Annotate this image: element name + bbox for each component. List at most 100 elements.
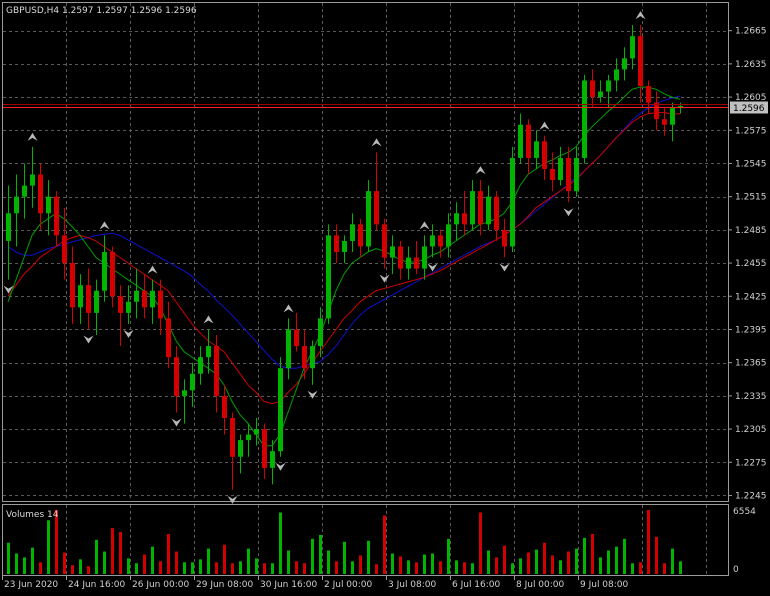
candle-bearish <box>214 346 219 396</box>
volume-bar <box>7 542 10 574</box>
candle-bearish <box>62 235 67 264</box>
price-tick-label: 1.2395 <box>735 325 767 335</box>
volume-bar <box>175 551 178 574</box>
candle-bullish <box>534 141 539 158</box>
candle-bearish <box>374 191 379 225</box>
volume-bar <box>615 546 618 574</box>
candle-bullish <box>582 80 587 158</box>
volume-bar <box>559 560 562 574</box>
candle-bullish <box>614 69 619 81</box>
chart-grid <box>3 3 728 501</box>
candle-bullish <box>6 213 11 241</box>
volume-bar <box>271 563 274 574</box>
candle-bullish <box>406 257 411 269</box>
time-axis: 23 Jun 2020 24 Jun 16:00 26 Jun 00:00 29 Ju… <box>2 576 629 590</box>
candle-bullish <box>134 290 139 302</box>
candle-bearish <box>542 141 547 169</box>
volume-bar <box>303 563 306 574</box>
volume-bar <box>599 557 602 574</box>
candle-bearish <box>358 224 363 247</box>
candle-bullish <box>30 174 35 186</box>
current-price-tag <box>730 101 768 114</box>
volume-bar <box>47 520 50 574</box>
candle-bullish <box>630 36 635 59</box>
candle-bearish <box>550 169 555 181</box>
candle-bullish <box>518 124 523 158</box>
candle-bearish <box>158 290 163 319</box>
volume-bar <box>223 544 226 574</box>
volume-grid <box>66 505 707 575</box>
time-tick-label: 9 Jul 08:00 <box>580 580 629 590</box>
volume-bar <box>143 554 146 574</box>
candle-bullish <box>574 157 579 192</box>
volume-bar <box>191 562 194 574</box>
candle-bullish <box>598 91 603 98</box>
volume-bar <box>207 548 210 574</box>
candle-bullish <box>470 191 475 225</box>
candle-bearish <box>398 246 403 269</box>
candle-bearish <box>662 119 667 125</box>
volume-bar <box>655 536 658 574</box>
volume-bar <box>287 550 290 574</box>
fractal-down-arrow <box>275 462 286 471</box>
fractal-down-arrow <box>123 329 134 338</box>
volume-bar <box>479 512 482 574</box>
volume-bar <box>431 553 434 574</box>
volume-bar <box>495 557 498 574</box>
candle-bearish <box>142 290 147 308</box>
volume-bar <box>535 549 538 574</box>
candle-bullish <box>558 157 563 181</box>
volume-bar <box>279 512 282 574</box>
time-tick-label: 30 Jun 16:00 <box>260 580 317 590</box>
volume-bar <box>415 562 418 574</box>
volume-bar <box>159 561 162 574</box>
candle-bearish <box>86 285 91 313</box>
volume-bar <box>583 537 586 574</box>
candle-bearish <box>54 196 59 236</box>
candle-bearish <box>230 418 235 457</box>
candle-bearish <box>502 229 507 247</box>
volume-bar <box>591 533 594 574</box>
volume-bar <box>111 528 114 574</box>
volume-bar <box>215 562 218 574</box>
volume-bar <box>63 552 66 574</box>
volume-bar <box>95 539 98 574</box>
candle-bullish <box>286 329 291 369</box>
candle-bearish <box>118 296 123 313</box>
volume-bar <box>407 560 410 574</box>
volume-bar <box>103 551 106 574</box>
candle-bullish <box>278 368 283 452</box>
candle-bullish <box>238 440 243 457</box>
volume-bar <box>391 553 394 574</box>
volume-bar <box>551 555 554 574</box>
volume-bar <box>567 551 570 574</box>
volume-bar <box>439 561 442 574</box>
candle-bearish <box>174 357 179 396</box>
fractal-down-arrow <box>379 274 390 283</box>
price-tick-label: 1.2335 <box>735 392 767 402</box>
candle-bullish <box>254 429 259 435</box>
volume-bar <box>255 558 258 574</box>
price-tick-label: 1.2455 <box>735 259 767 269</box>
price-tick-label: 1.2515 <box>735 193 767 203</box>
candle-bearish <box>646 86 651 103</box>
volume-bar <box>463 562 466 574</box>
fractal-up-arrow <box>539 121 550 130</box>
candle-bearish <box>462 213 467 225</box>
volume-bar <box>71 565 74 574</box>
volume-zero-label: 0 <box>733 565 739 575</box>
main-panel-frame <box>2 2 729 502</box>
volume-bar <box>39 562 42 574</box>
fractal-up-arrow <box>635 11 646 20</box>
time-tick-label: 6 Jul 16:00 <box>452 580 501 590</box>
volume-bar <box>183 562 186 574</box>
candle-bearish <box>414 257 419 269</box>
candle-bullish <box>22 185 27 197</box>
current-price-label: 1.2596 <box>733 104 765 114</box>
fractal-down-arrow <box>83 335 94 344</box>
time-tick-label: 2 Jul 00:00 <box>324 580 373 590</box>
time-tick-label: 23 Jun 2020 <box>4 580 58 590</box>
volume-bar <box>79 559 82 574</box>
candle-bullish <box>270 451 275 468</box>
